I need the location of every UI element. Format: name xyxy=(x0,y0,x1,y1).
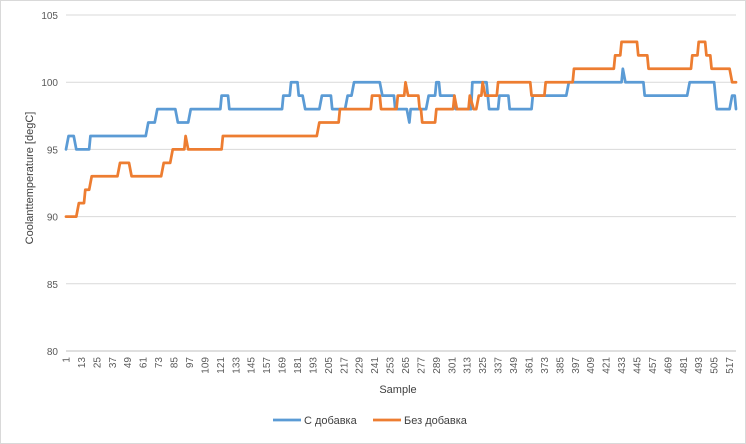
y-tick-label: 105 xyxy=(41,11,58,22)
y-axis-ticks: 80 85 90 95 100 105 xyxy=(41,11,58,358)
x-tick-label: 73 xyxy=(154,357,165,369)
legend-label: С добавка xyxy=(304,415,358,427)
y-axis-title: Coolanttemperature [degC] xyxy=(24,112,36,245)
x-tick-label: 121 xyxy=(216,357,227,374)
series-line xyxy=(64,67,738,151)
x-tick-label: 337 xyxy=(494,357,505,374)
x-tick-label: 325 xyxy=(478,357,489,374)
x-tick-label: 157 xyxy=(262,357,273,374)
gridlines xyxy=(66,14,736,285)
x-tick-label: 193 xyxy=(308,357,319,374)
x-axis-ticks: 1 13 25 37 49 61 73 85 97 109 121 133 145 157 169 181 19… xyxy=(62,357,737,374)
x-tick-label: 1 xyxy=(62,357,73,363)
x-tick-label: 301 xyxy=(447,357,458,374)
x-tick-label: 373 xyxy=(540,357,551,374)
x-tick-label: 265 xyxy=(401,357,412,374)
legend: С добавка Без добавка xyxy=(273,415,468,427)
x-tick-label: 457 xyxy=(648,357,659,374)
x-tick-label: 277 xyxy=(416,357,427,374)
x-tick-label: 493 xyxy=(694,357,705,374)
x-tick-label: 13 xyxy=(77,357,88,369)
y-tick-label: 90 xyxy=(47,213,59,224)
x-tick-label: 241 xyxy=(370,357,381,374)
y-tick-label: 95 xyxy=(47,145,59,156)
x-tick-label: 313 xyxy=(463,357,474,374)
x-tick-label: 481 xyxy=(679,357,690,374)
x-tick-label: 109 xyxy=(200,357,211,374)
x-tick-label: 217 xyxy=(339,357,350,374)
y-tick-label: 85 xyxy=(47,280,59,291)
x-tick-label: 361 xyxy=(524,357,535,374)
x-tick-label: 205 xyxy=(324,357,335,374)
x-tick-label: 445 xyxy=(632,357,643,374)
series-lines xyxy=(64,40,738,218)
x-tick-label: 169 xyxy=(278,357,289,374)
x-tick-label: 133 xyxy=(231,357,242,374)
x-tick-label: 289 xyxy=(432,357,443,374)
x-tick-label: 385 xyxy=(555,357,566,374)
x-tick-label: 349 xyxy=(509,357,520,374)
y-tick-label: 80 xyxy=(47,347,59,358)
x-tick-label: 181 xyxy=(293,357,304,374)
x-tick-label: 469 xyxy=(663,357,674,374)
legend-label: Без добавка xyxy=(404,415,468,427)
x-tick-label: 145 xyxy=(247,357,258,374)
x-tick-label: 229 xyxy=(355,357,366,374)
y-tick-label: 100 xyxy=(41,78,58,89)
x-tick-label: 49 xyxy=(123,357,134,369)
x-tick-label: 25 xyxy=(92,357,103,369)
x-tick-label: 409 xyxy=(586,357,597,374)
x-tick-label: 253 xyxy=(386,357,397,374)
x-tick-label: 37 xyxy=(108,357,119,369)
x-tick-label: 397 xyxy=(571,357,582,374)
x-tick-label: 421 xyxy=(602,357,613,374)
x-tick-label: 85 xyxy=(170,357,181,369)
x-tick-label: 97 xyxy=(185,357,196,369)
x-tick-label: 61 xyxy=(139,357,150,369)
series-line xyxy=(64,40,738,218)
x-tick-label: 517 xyxy=(725,357,736,374)
x-tick-label: 433 xyxy=(617,357,628,374)
x-axis-title: Sample xyxy=(379,384,416,396)
x-tick-label: 505 xyxy=(710,357,721,374)
